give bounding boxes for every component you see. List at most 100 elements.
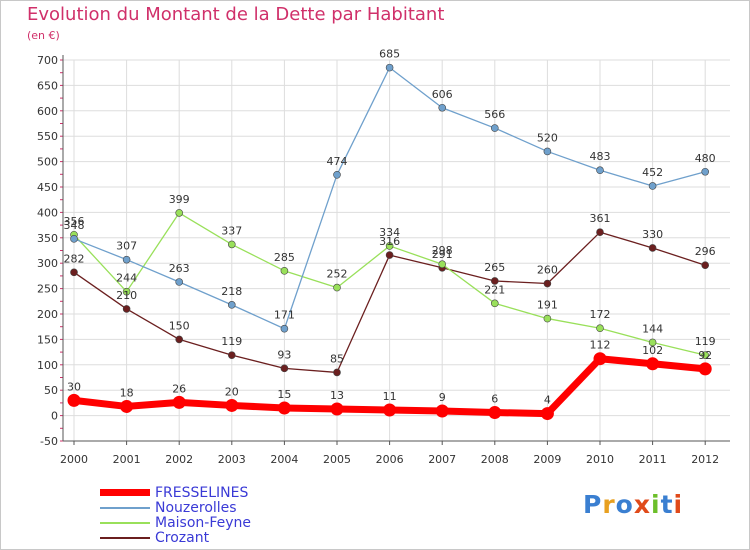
- data-point: [543, 147, 552, 156]
- data-point: [228, 240, 236, 249]
- data-point: [438, 103, 447, 112]
- data-label: 150: [169, 319, 190, 332]
- logo-letter: i: [673, 490, 684, 519]
- data-label: 330: [642, 228, 663, 241]
- data-point: [385, 63, 394, 72]
- data-label: 171: [274, 309, 295, 322]
- data-point: [228, 301, 236, 309]
- y-tick-label: 450: [37, 181, 58, 194]
- logo-letter: t: [660, 490, 674, 519]
- logo-letter: r: [602, 490, 616, 519]
- data-point: [701, 351, 710, 359]
- data-label: 348: [64, 219, 85, 232]
- logo-letter: o: [615, 490, 634, 519]
- data-point: [543, 314, 552, 323]
- data-label: 483: [590, 150, 611, 163]
- data-label: 307: [116, 240, 137, 253]
- data-point: [67, 393, 81, 407]
- x-tick-label: 2012: [691, 453, 719, 466]
- legend-item-crozant: Crozant: [100, 530, 300, 546]
- data-label: 30: [67, 380, 81, 393]
- data-point: [120, 399, 134, 413]
- data-label: 221: [484, 283, 505, 296]
- data-label: 452: [642, 166, 663, 179]
- data-point: [596, 324, 604, 333]
- y-tick-label: 700: [37, 54, 58, 67]
- x-tick-label: 2008: [481, 453, 509, 466]
- data-label: 399: [169, 193, 190, 206]
- data-point: [646, 357, 660, 371]
- y-tick-label: 300: [37, 257, 58, 270]
- data-label: 291: [432, 248, 453, 261]
- data-label: 218: [221, 285, 242, 298]
- legend-label: Nouzerolles: [155, 500, 237, 516]
- data-label: 474: [327, 155, 348, 168]
- logo-letter: i: [651, 490, 661, 519]
- legend-label: FRESSELINES: [155, 485, 249, 501]
- y-tick-label: 350: [37, 232, 58, 245]
- data-label: 361: [590, 212, 611, 225]
- data-label: 260: [537, 264, 558, 277]
- data-point: [596, 166, 604, 175]
- legend-item-maison-feyne: Maison-Feyne: [100, 515, 300, 531]
- y-tick-label: 600: [37, 105, 58, 118]
- x-tick-label: 2010: [586, 453, 614, 466]
- legend-swatch: [100, 522, 150, 524]
- data-point: [225, 398, 239, 412]
- y-tick-label: -50: [40, 435, 58, 448]
- data-point: [490, 277, 499, 285]
- y-tick-label: 550: [37, 130, 58, 143]
- x-tick-label: 2005: [323, 453, 351, 466]
- data-label: 566: [484, 108, 505, 121]
- data-point: [488, 406, 502, 420]
- data-label: 263: [169, 262, 190, 275]
- data-label: 4: [544, 394, 551, 407]
- data-label: 285: [274, 251, 295, 264]
- y-tick-label: 250: [37, 283, 58, 296]
- legend-swatch: [100, 537, 150, 539]
- data-label: 20: [225, 385, 239, 398]
- data-point: [280, 364, 289, 373]
- data-label: 265: [484, 261, 505, 274]
- y-tick-label: 50: [44, 384, 58, 397]
- data-label: 85: [330, 352, 344, 365]
- data-label: 112: [590, 339, 611, 352]
- data-point: [333, 283, 341, 292]
- data-point: [543, 279, 552, 288]
- logo-letter: x: [633, 490, 651, 519]
- data-label: 11: [383, 390, 397, 403]
- x-tick-label: 2001: [113, 453, 141, 466]
- data-label: 93: [277, 348, 291, 361]
- data-label: 282: [64, 252, 85, 265]
- data-label: 316: [379, 235, 400, 248]
- data-point: [122, 255, 131, 264]
- data-point: [122, 287, 131, 296]
- data-label: 296: [695, 245, 716, 258]
- y-tick-label: 100: [37, 359, 58, 372]
- legend-label: Maison-Feyne: [155, 515, 252, 531]
- data-point: [540, 407, 554, 421]
- data-point: [280, 267, 289, 275]
- x-tick-label: 2003: [218, 453, 246, 466]
- chart-unit: (en €): [27, 29, 60, 42]
- data-label: 244: [116, 272, 137, 285]
- data-point: [175, 278, 183, 286]
- data-point: [593, 352, 607, 366]
- data-point: [648, 338, 657, 347]
- x-tick-label: 2009: [533, 453, 561, 466]
- data-label: 606: [432, 88, 453, 101]
- x-tick-label: 2002: [165, 453, 193, 466]
- y-tick-label: 650: [37, 79, 58, 92]
- x-tick-label: 2004: [270, 453, 298, 466]
- data-label: 102: [642, 344, 663, 357]
- legend-item-fresselines: FRESSELINES: [100, 485, 300, 501]
- data-point: [490, 124, 499, 132]
- data-point: [385, 242, 394, 250]
- data-label: 144: [642, 322, 663, 335]
- y-tick-label: 150: [37, 333, 58, 346]
- x-tick-label: 2007: [428, 453, 456, 466]
- legend-swatch: [100, 489, 150, 496]
- data-label: 92: [698, 349, 712, 362]
- x-tick-label: 2011: [639, 453, 667, 466]
